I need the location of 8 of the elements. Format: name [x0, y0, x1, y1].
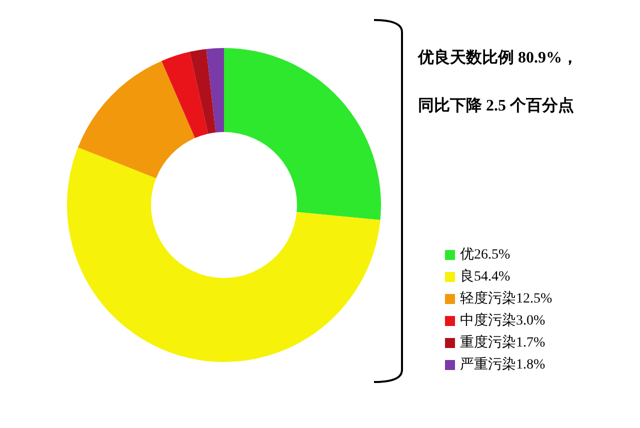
legend-label: 重度污染1.7% — [460, 334, 546, 350]
text: 优良天数比例 80.9%， — [417, 48, 578, 66]
legend-label: 轻度污染12.5% — [460, 290, 552, 306]
legend-label: 中度污染3.0% — [460, 312, 546, 328]
text: 同比下降 2.5 个百分点 — [418, 96, 574, 114]
legend-label: 良54.4% — [460, 268, 510, 284]
legend-label: 优26.5% — [460, 246, 510, 262]
legend-label: 严重污染1.8% — [460, 356, 546, 372]
